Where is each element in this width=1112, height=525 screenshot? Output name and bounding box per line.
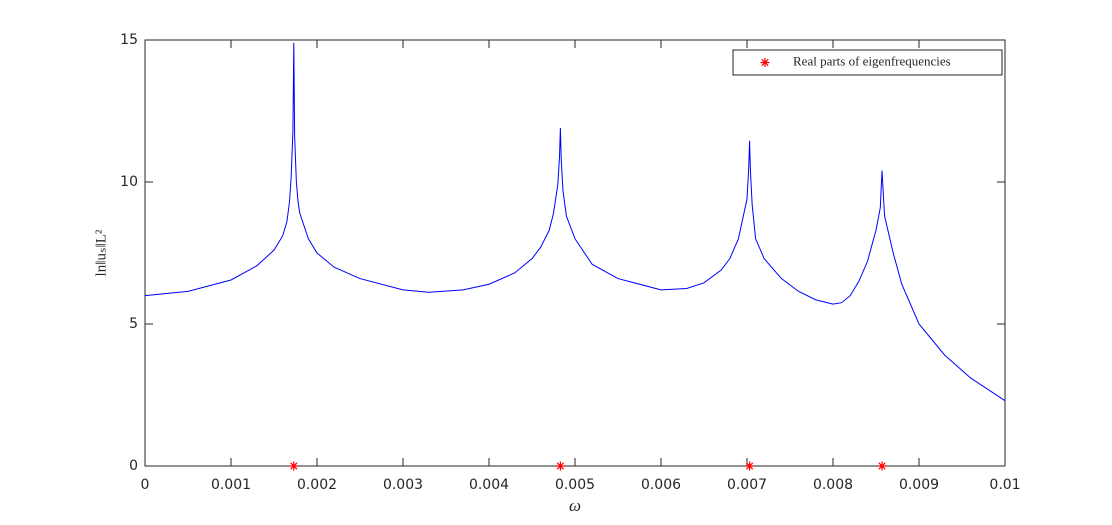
x-tick-label: 0.003 xyxy=(383,477,423,493)
x-tick-label: 0 xyxy=(141,477,150,493)
legend-box xyxy=(732,49,1003,76)
x-tick-label: 0.006 xyxy=(641,477,681,493)
x-tick-label: 0.004 xyxy=(469,477,509,493)
x-axis-label: ω xyxy=(569,496,581,515)
y-tick-label: 15 xyxy=(120,32,138,48)
y-tick-label: 10 xyxy=(120,174,138,190)
legend-marker xyxy=(760,58,770,67)
y-axis-label: ln‖uₛ‖L² xyxy=(93,229,109,276)
x-tick-label: 0.002 xyxy=(297,477,337,493)
x-tick-label: 0.008 xyxy=(813,477,853,493)
data-point xyxy=(289,461,299,471)
plot-area xyxy=(144,39,1006,467)
y-tick-label: 5 xyxy=(129,316,138,332)
x-tick-label: 0.007 xyxy=(727,477,767,493)
x-tick-label: 0.01 xyxy=(989,477,1020,493)
legend-label: Real parts of eigenfrequencies xyxy=(793,53,951,68)
x-tick-label: 0.009 xyxy=(899,477,939,493)
y-tick-label: 0 xyxy=(129,458,138,474)
x-tick-label: 0.001 xyxy=(211,477,251,493)
data-point xyxy=(877,461,887,471)
data-point xyxy=(745,461,755,471)
x-tick-label: 0.005 xyxy=(555,477,595,493)
data-line xyxy=(144,42,1006,402)
data-point xyxy=(555,461,565,471)
